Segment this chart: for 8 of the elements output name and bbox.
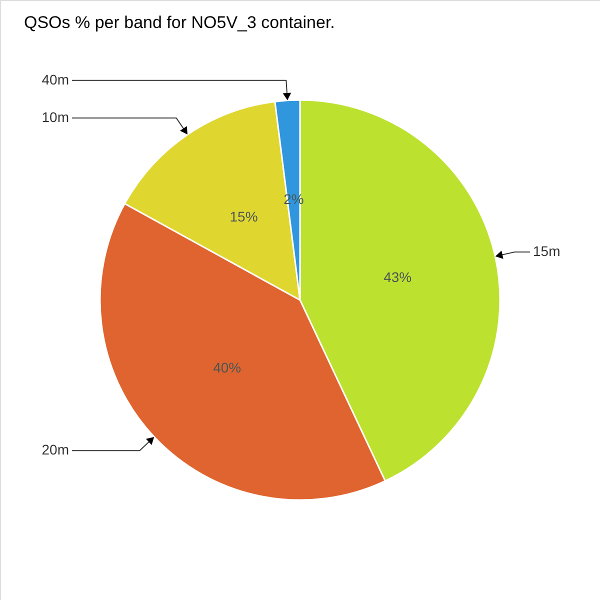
data-label: 43% [384, 269, 412, 286]
chart-title: QSOs % per band for NO5V_3 container. [24, 13, 335, 32]
slice-label: 10m [42, 109, 69, 126]
slice-label: 20m [42, 442, 69, 458]
slice-label: 40m [42, 71, 69, 88]
data-label: 15% [230, 208, 258, 224]
slice-label: 15m [533, 243, 560, 260]
data-label: 40% [213, 359, 242, 376]
